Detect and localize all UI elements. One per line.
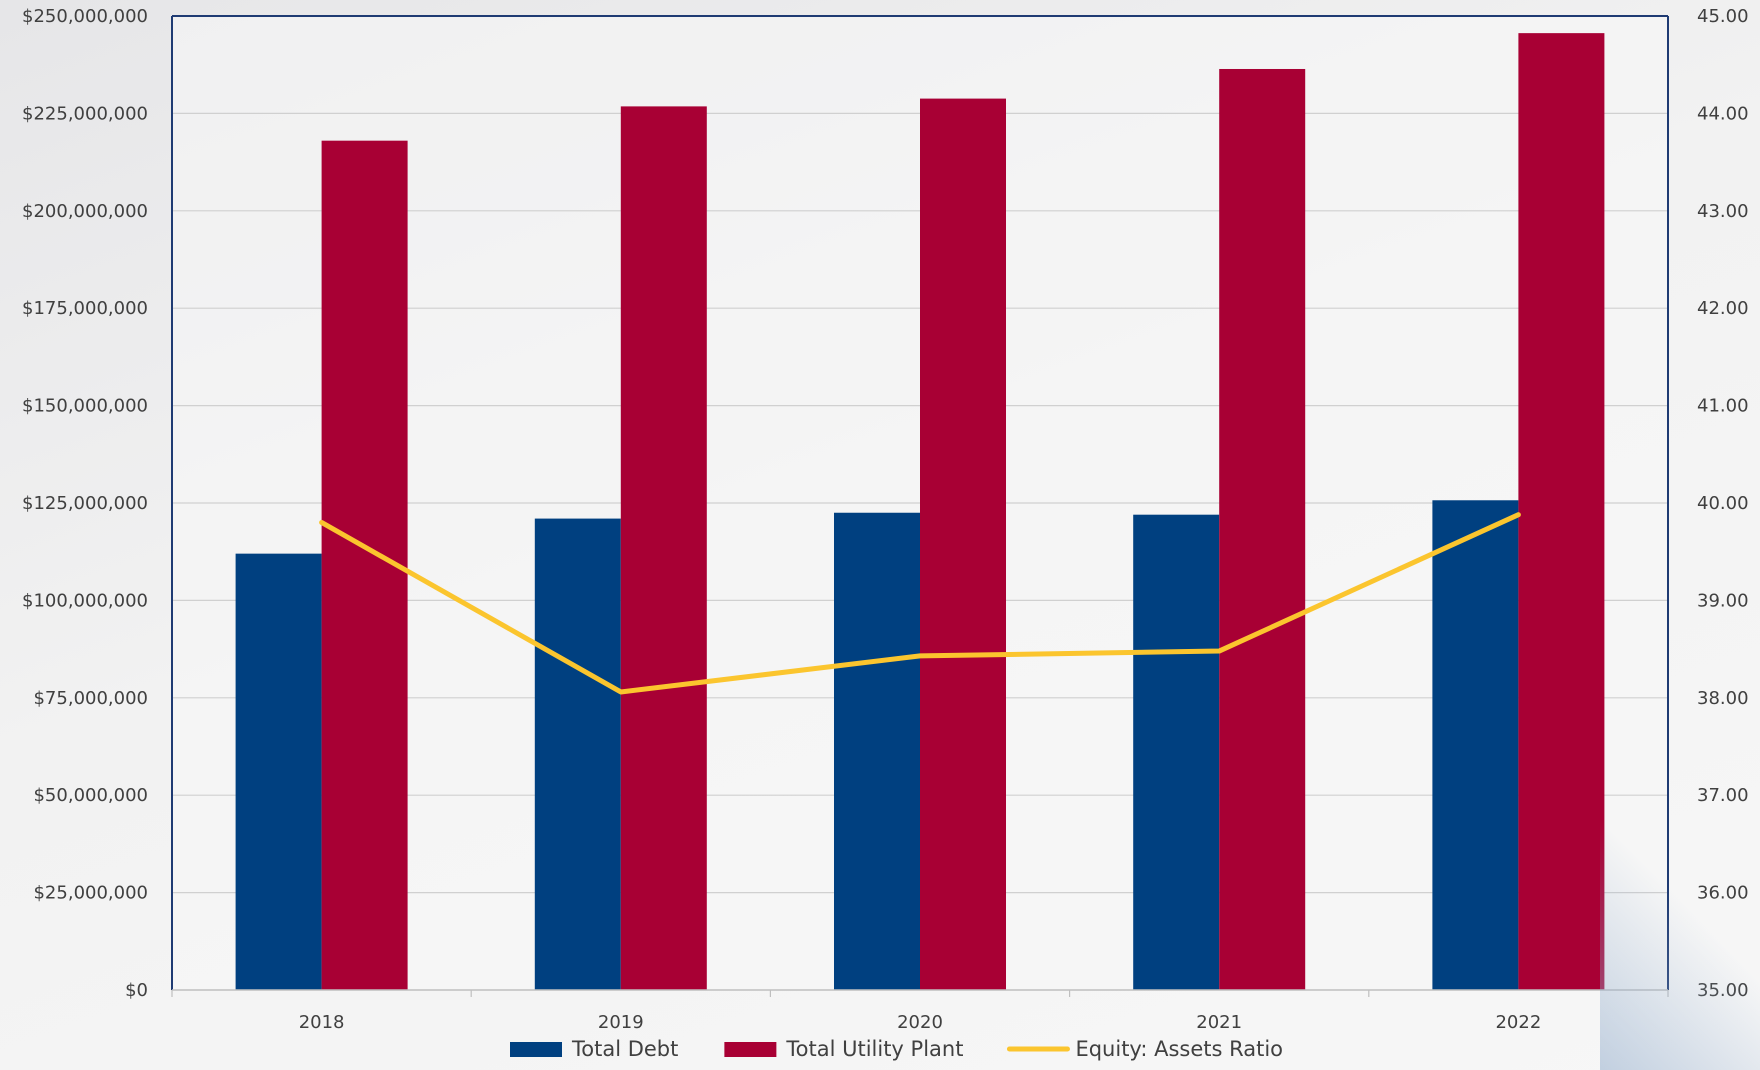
ratio-line-layer — [319, 512, 1521, 695]
y-tick-label: $225,000,000 — [22, 103, 148, 124]
y2-tick-label: 40.00 — [1697, 493, 1749, 514]
y2-tick-label: 37.00 — [1697, 785, 1749, 806]
bar-total-debt-2020 — [834, 512, 920, 990]
y-tick-label: $125,000,000 — [22, 493, 148, 514]
bars — [235, 33, 1605, 991]
legend-swatch-total-utility-plant — [724, 1042, 777, 1057]
x-tick-label: 2021 — [1196, 1012, 1242, 1033]
y-tick-label: $250,000,000 — [22, 6, 148, 27]
y2-tick-label: 39.00 — [1697, 590, 1749, 611]
y2-tick-label: 38.00 — [1697, 688, 1749, 709]
y-tick-label: $100,000,000 — [22, 590, 148, 611]
y-tick-label: $150,000,000 — [22, 396, 148, 417]
y2-tick-label: 43.00 — [1697, 201, 1749, 222]
y2-tick-label: 45.00 — [1697, 6, 1749, 27]
bar-total-utility-plant-2019 — [620, 106, 707, 990]
y2-tick-label: 42.00 — [1697, 298, 1749, 319]
y-tick-label: $0 — [125, 980, 148, 1001]
legend-label-total-utility-plant: Total Utility Plant — [785, 1037, 963, 1061]
x-tick-label: 2018 — [299, 1012, 345, 1033]
y2-tick-label: 44.00 — [1697, 103, 1749, 124]
y2-tick-label: 41.00 — [1697, 396, 1749, 417]
legend-label-total-debt: Total Debt — [571, 1037, 678, 1061]
bar-total-debt-2018 — [235, 553, 322, 990]
left-axis-ticks: $0 $25,000,000 $50,000,000 $75,000,000 $100,… — [22, 6, 148, 1001]
bar-total-debt-2022 — [1432, 500, 1519, 990]
right-axis-ticks: 35.00 36.00 37.00 38.00 39.00 40.00 41.00 42.00… — [1697, 6, 1749, 1001]
y-tick-label: $200,000,000 — [22, 201, 148, 222]
y-tick-label: $50,000,000 — [33, 785, 148, 806]
legend-label-equity-assets-ratio: Equity: Assets Ratio — [1075, 1037, 1283, 1061]
legend: Total Debt Total Utility Plant Equity: Ass… — [510, 1037, 1283, 1061]
bar-total-utility-plant-2022 — [1518, 33, 1605, 991]
bar-total-utility-plant-2020 — [920, 98, 1006, 990]
axes — [171, 15, 1669, 997]
x-tick-label: 2020 — [897, 1012, 943, 1033]
x-tick-label: 2019 — [598, 1012, 644, 1033]
bar-total-debt-2019 — [534, 518, 621, 990]
bar-total-debt-2021 — [1133, 514, 1220, 990]
legend-swatch-total-debt — [510, 1042, 562, 1057]
y-tick-label: $175,000,000 — [22, 298, 148, 319]
y-tick-label: $75,000,000 — [33, 688, 148, 709]
y2-tick-label: 35.00 — [1697, 980, 1749, 1001]
x-axis-ticks: 2018 2019 2020 2021 2022 — [299, 1012, 1542, 1033]
y2-tick-label: 36.00 — [1697, 883, 1749, 904]
bar-total-utility-plant-2021 — [1219, 68, 1306, 991]
x-tick-label: 2022 — [1495, 1012, 1541, 1033]
y-tick-label: $25,000,000 — [33, 883, 148, 904]
